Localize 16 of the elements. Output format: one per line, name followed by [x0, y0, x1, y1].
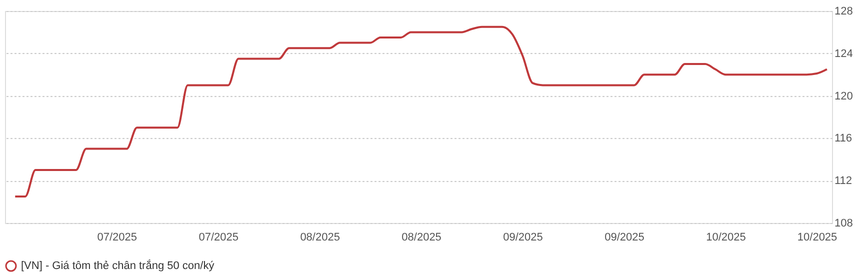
x-tick-label: 09/2025: [503, 232, 543, 244]
x-tick-label: 10/2025: [797, 232, 838, 244]
x-tick-label: 08/2025: [402, 232, 442, 244]
x-tick-label: 07/2025: [97, 232, 137, 244]
y-tick-label: 112: [834, 175, 852, 188]
x-tick-label: 09/2025: [604, 232, 644, 244]
legend-label: [VN] - Giá tôm thẻ chân trắng 50 con/ký: [21, 259, 215, 272]
y-tick-label: 108: [834, 218, 853, 230]
x-tick-label: 08/2025: [300, 232, 340, 244]
y-tick-label: 120: [834, 90, 853, 102]
x-tick-label: 10/2025: [706, 232, 746, 244]
line-series: [14, 26, 828, 198]
x-tick-label: 07/2025: [198, 232, 238, 244]
y-tick-label: 116: [834, 132, 852, 145]
y-tick-label: 128: [834, 6, 853, 18]
y-tick-label: 124: [834, 48, 853, 60]
